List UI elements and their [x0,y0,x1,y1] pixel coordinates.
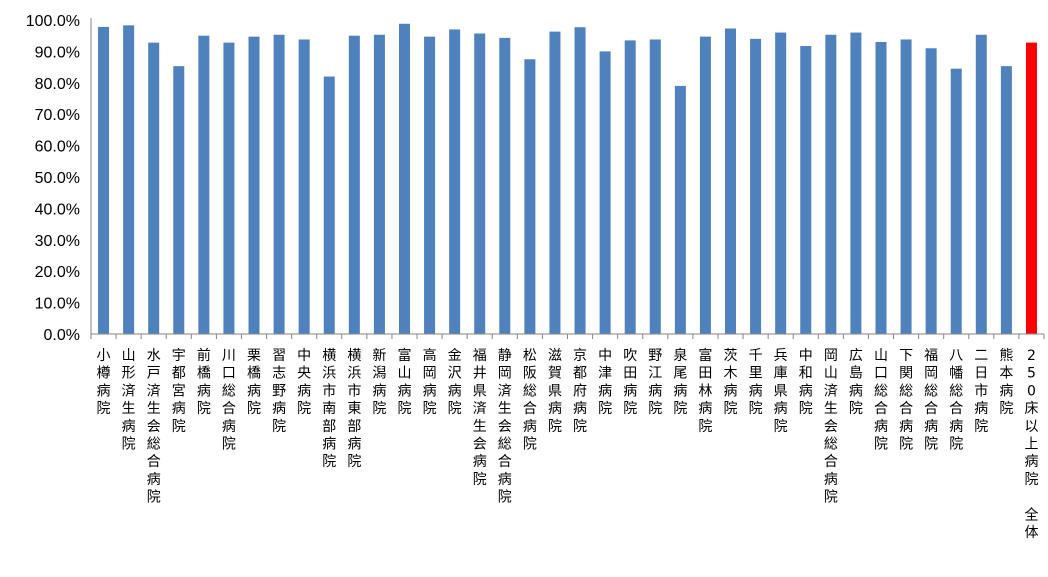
bar [148,42,160,335]
x-axis-tick-marks [90,334,1045,339]
bar [1025,42,1037,335]
y-tick-label: 40.0% [35,201,80,218]
bar [524,59,536,334]
bar [549,31,561,335]
bar [875,41,887,334]
bar [699,36,711,334]
bar [173,66,185,334]
x-category-label: 新潟病院 [372,348,386,417]
x-category-label: 山口総合病院 [874,348,888,453]
bar [900,39,912,334]
x-category-label: 横浜市東部病院 [347,348,361,470]
bar [499,37,511,335]
x-category-label: 広島病院 [849,348,863,417]
x-category-label: 野江病院 [648,348,662,417]
x-category-label: 兵庫県病院 [774,348,788,435]
x-category-label: 八幡総合病院 [949,348,963,453]
bar [825,34,837,334]
bar [474,33,486,334]
y-tick-label: 80.0% [35,76,80,93]
bar [98,26,110,334]
x-category-label: 下関総合病院 [899,348,913,453]
x-category-label: 富山病院 [397,347,411,417]
x-category-label: 前橋病院 [197,347,211,417]
x-category-label: 習志野病院 [272,348,286,435]
y-tick-label: 100.0% [26,13,80,30]
x-category-label: 山形済生病院 [122,348,136,453]
x-category-label: 2 5 0 床以上病院 全体 [1024,348,1038,541]
y-tick-label: 70.0% [35,107,80,124]
bar [248,36,260,334]
y-tick-label: 0.0% [44,327,80,344]
x-category-label: 熊本病院 [999,348,1013,417]
bar [624,40,636,334]
x-category-label: 中津病院 [598,348,612,417]
x-category-label: 茨木病院 [724,348,738,417]
bar [198,35,210,334]
x-category-label: 岡山済生会総合病院 [824,348,838,506]
y-tick-label: 60.0% [35,139,80,156]
x-category-label: 中和病院 [799,348,813,417]
x-category-label: 中央病院 [297,348,311,417]
y-tick-label: 90.0% [35,44,80,61]
bar [925,48,937,334]
bar [424,36,436,334]
x-category-label: 高岡病院 [423,347,437,417]
bar [574,27,586,334]
bar [950,68,962,335]
bar [348,35,360,334]
bar [800,46,812,335]
y-tick-label: 20.0% [35,264,80,281]
x-category-label: 京都府病院 [573,348,587,435]
bar [223,42,235,335]
x-category-label: 川口総合病院 [222,348,236,453]
x-category-label: 宇都宮病院 [172,348,186,435]
x-category-label: 滋賀県病院 [548,348,562,435]
x-axis-category-labels: 小樽病院山形済生病院水戸済生会総合病院宇都宮病院前橋病院川口総合病院栗橋病院習志… [97,347,1039,541]
bars [98,23,1037,335]
x-category-label: 福井県済生会病院 [473,348,487,488]
x-category-label: 泉尾病院 [673,347,687,417]
bar [674,85,686,334]
bar [298,39,310,334]
bar [123,25,135,335]
bar [725,28,737,334]
y-tick-label: 10.0% [35,296,80,313]
y-tick-label: 30.0% [35,233,80,250]
x-category-label: 小樽病院 [97,348,111,417]
x-category-label: 静岡済生会総合病院 [498,348,512,506]
bar [273,34,285,334]
x-category-label: 水戸済生会総合病院 [147,348,161,506]
bar [850,32,862,335]
bar [649,39,661,334]
x-category-label: 二日市病院 [974,348,988,435]
bar [449,29,461,334]
bar [1000,66,1012,334]
bar [398,23,410,335]
x-category-label: 松阪総合病院 [523,348,537,453]
y-tick-label: 50.0% [35,170,80,187]
x-category-label: 千里病院 [749,348,763,417]
x-category-label: 富田林病院 [698,347,712,435]
bar [775,32,787,335]
y-axis-tick-labels: 0.0% 10.0% 20.0% 30.0% 40.0% 50.0% 60.0% 70.0% 8… [26,13,80,344]
bar [975,34,987,334]
x-category-label: 金沢病院 [448,348,462,417]
bar [750,38,762,335]
x-category-label: 栗橋病院 [247,348,261,417]
bar [599,51,611,335]
bar [323,76,335,335]
x-category-label: 吹田病院 [623,348,637,417]
x-category-label: 福岡総合病院 [924,348,938,453]
bar [373,34,385,334]
x-category-label: 横浜市南部病院 [322,348,336,470]
